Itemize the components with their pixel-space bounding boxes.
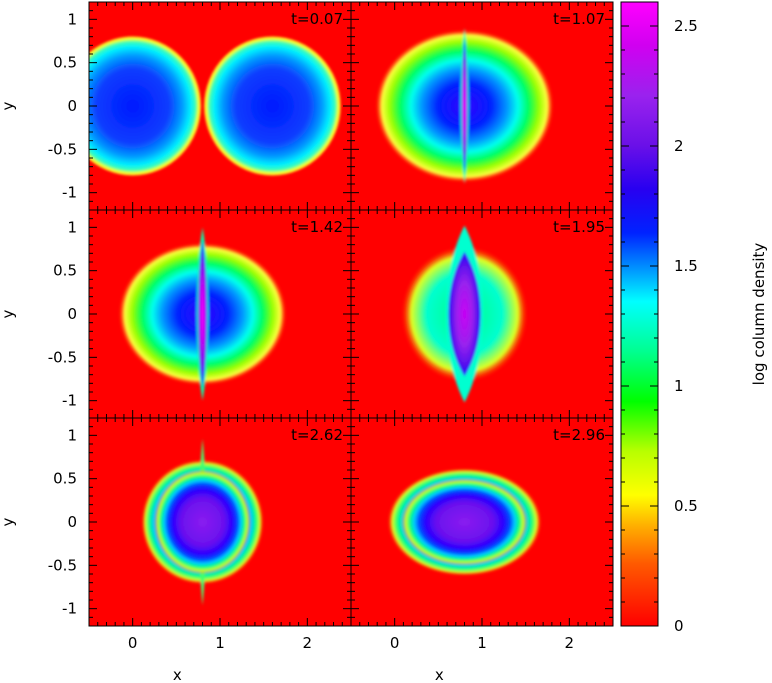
panel	[89, 210, 351, 418]
panel	[351, 2, 613, 210]
panel-time-label: t=1.95	[553, 218, 605, 236]
y-axis-label: y	[0, 517, 17, 526]
density-field	[118, 227, 287, 401]
panel-image	[89, 418, 351, 626]
panel	[351, 210, 613, 418]
colorbar-tick-label: 2.5	[674, 17, 698, 35]
y-axis-label: y	[0, 309, 17, 318]
panel-image	[351, 210, 613, 418]
colorbar-gradient	[621, 2, 658, 626]
x-tick-label: 1	[477, 634, 487, 652]
panel	[89, 418, 351, 626]
y-tick-label: 0.5	[53, 262, 77, 280]
x-axis-label: x	[435, 666, 444, 683]
panel-time-label: t=2.62	[291, 426, 343, 444]
y-tick-label: 1	[67, 10, 77, 28]
x-tick-label: 2	[303, 634, 313, 652]
y-tick-label: -0.5	[48, 348, 77, 366]
merged-core	[154, 470, 251, 574]
x-tick-label: 2	[565, 634, 575, 652]
x-tick-label: 0	[390, 634, 400, 652]
y-tick-label: -0.5	[48, 140, 77, 158]
y-tick-label: 1	[67, 218, 77, 236]
dense-lens	[448, 251, 481, 377]
panel	[89, 2, 351, 210]
panel-image	[351, 418, 613, 626]
cloud-left	[89, 38, 199, 174]
panel	[351, 418, 613, 626]
x-axis-label: x	[173, 666, 182, 683]
colorbar-ticks: 0 0.5 1 1.5 2 2.5	[621, 1, 698, 635]
colorbar-tick-label: 1	[674, 377, 684, 395]
density-field	[141, 438, 264, 606]
dense-sheet	[461, 38, 468, 174]
frames-layer	[88, 1, 614, 627]
y-tick-label: 0	[67, 97, 77, 115]
colorbar-tick-label: 1.5	[674, 257, 698, 275]
density-field	[401, 225, 528, 403]
y-tick-label: 1	[67, 426, 77, 444]
panel-image	[89, 210, 351, 418]
y-tick-label: 0.5	[53, 470, 77, 488]
dense-layer	[197, 240, 208, 388]
y-tick-label: 0	[67, 305, 77, 323]
density-field	[375, 28, 554, 184]
cloud-right	[206, 38, 339, 174]
density-field	[387, 468, 542, 576]
panels-layer	[89, 2, 613, 626]
density-field	[89, 36, 341, 176]
y-tick-label: 0.5	[53, 54, 77, 72]
colorbar-tick-label: 0	[674, 617, 684, 635]
text-layer: t=0.07 1 0.5 0 -0.5 -1 y t=1.07 t=1.42 1 0.5 0 -0.5 -…	[0, 10, 605, 683]
y-tick-label: 0	[67, 513, 77, 531]
colorbar-tick-label: 0.5	[674, 497, 698, 515]
merged-core	[401, 478, 528, 566]
x-tick-label: 0	[128, 634, 138, 652]
y-axis-label: y	[0, 101, 17, 110]
panel-time-label: t=0.07	[291, 10, 343, 28]
y-tick-label: -1	[62, 184, 77, 202]
panel-time-label: t=1.07	[553, 10, 605, 28]
colorbar: 0 0.5 1 1.5 2 2.5 log column density	[620, 1, 768, 635]
y-tick-label: -0.5	[48, 556, 77, 574]
panel-image	[89, 2, 351, 210]
panel-frame	[350, 417, 614, 627]
y-tick-label: -1	[62, 600, 77, 618]
colorbar-tick-label: 2	[674, 137, 684, 155]
panel-image	[351, 2, 613, 210]
panel-time-label: t=2.96	[553, 426, 605, 444]
x-tick-label: 1	[215, 634, 225, 652]
colorbar-label: log column density	[750, 243, 768, 386]
y-tick-label: -1	[62, 392, 77, 410]
panel-time-label: t=1.42	[291, 218, 343, 236]
